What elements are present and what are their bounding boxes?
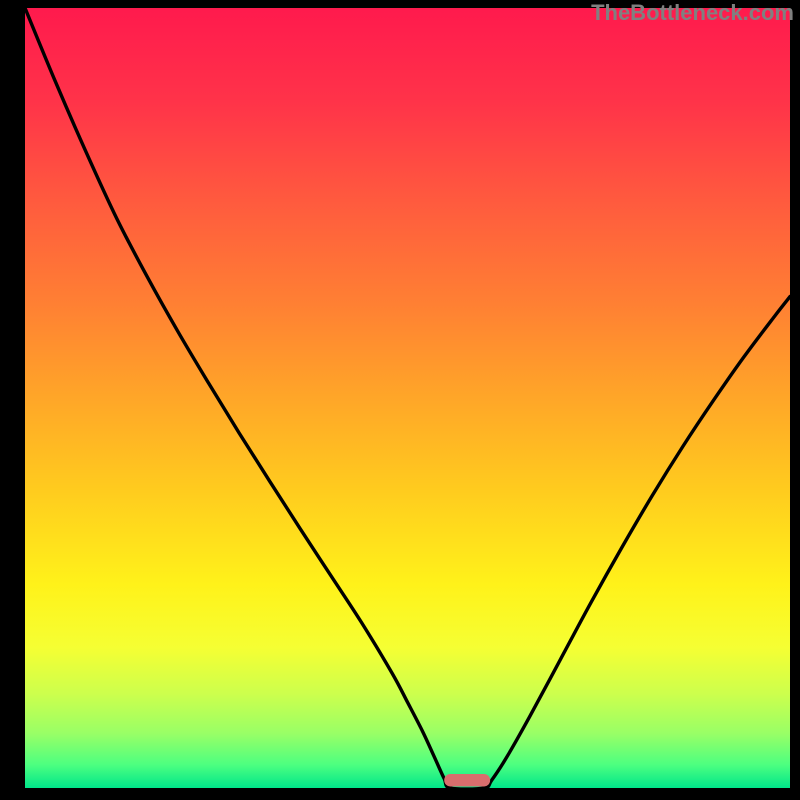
chart-background xyxy=(25,8,790,788)
chart-svg xyxy=(25,8,790,788)
plot-area xyxy=(25,8,790,788)
minimum-marker xyxy=(444,774,490,786)
watermark-text: TheBottleneck.com xyxy=(591,0,794,26)
stage: TheBottleneck.com xyxy=(0,0,800,800)
